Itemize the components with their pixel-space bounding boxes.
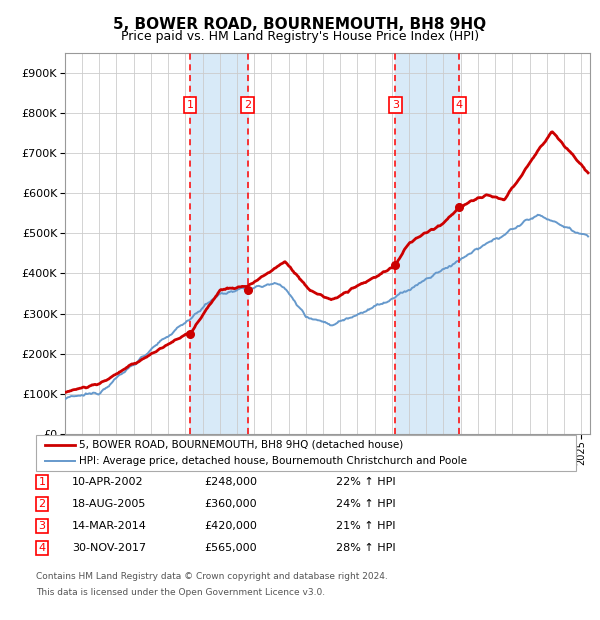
Text: 22% ↑ HPI: 22% ↑ HPI (336, 477, 395, 487)
Text: HPI: Average price, detached house, Bournemouth Christchurch and Poole: HPI: Average price, detached house, Bour… (79, 456, 467, 466)
Text: 24% ↑ HPI: 24% ↑ HPI (336, 499, 395, 509)
Text: £360,000: £360,000 (204, 499, 257, 509)
Text: 2: 2 (38, 499, 46, 509)
Text: Price paid vs. HM Land Registry's House Price Index (HPI): Price paid vs. HM Land Registry's House … (121, 30, 479, 43)
Text: 5, BOWER ROAD, BOURNEMOUTH, BH8 9HQ (detached house): 5, BOWER ROAD, BOURNEMOUTH, BH8 9HQ (det… (79, 440, 403, 450)
Text: 14-MAR-2014: 14-MAR-2014 (72, 521, 147, 531)
Text: 2: 2 (244, 100, 251, 110)
Text: £565,000: £565,000 (204, 543, 257, 553)
Text: Contains HM Land Registry data © Crown copyright and database right 2024.: Contains HM Land Registry data © Crown c… (36, 572, 388, 581)
Text: 5, BOWER ROAD, BOURNEMOUTH, BH8 9HQ: 5, BOWER ROAD, BOURNEMOUTH, BH8 9HQ (113, 17, 487, 32)
Text: This data is licensed under the Open Government Licence v3.0.: This data is licensed under the Open Gov… (36, 588, 325, 597)
Text: 4: 4 (456, 100, 463, 110)
Text: 21% ↑ HPI: 21% ↑ HPI (336, 521, 395, 531)
Text: 18-AUG-2005: 18-AUG-2005 (72, 499, 146, 509)
Text: 30-NOV-2017: 30-NOV-2017 (72, 543, 146, 553)
Text: £420,000: £420,000 (204, 521, 257, 531)
Text: 1: 1 (187, 100, 193, 110)
Text: 1: 1 (38, 477, 46, 487)
Text: 3: 3 (38, 521, 46, 531)
Text: 10-APR-2002: 10-APR-2002 (72, 477, 143, 487)
Text: 4: 4 (38, 543, 46, 553)
Text: 3: 3 (392, 100, 399, 110)
Text: 28% ↑ HPI: 28% ↑ HPI (336, 543, 395, 553)
Bar (190, 53, 248, 434)
Bar (395, 53, 460, 434)
Text: £248,000: £248,000 (204, 477, 257, 487)
